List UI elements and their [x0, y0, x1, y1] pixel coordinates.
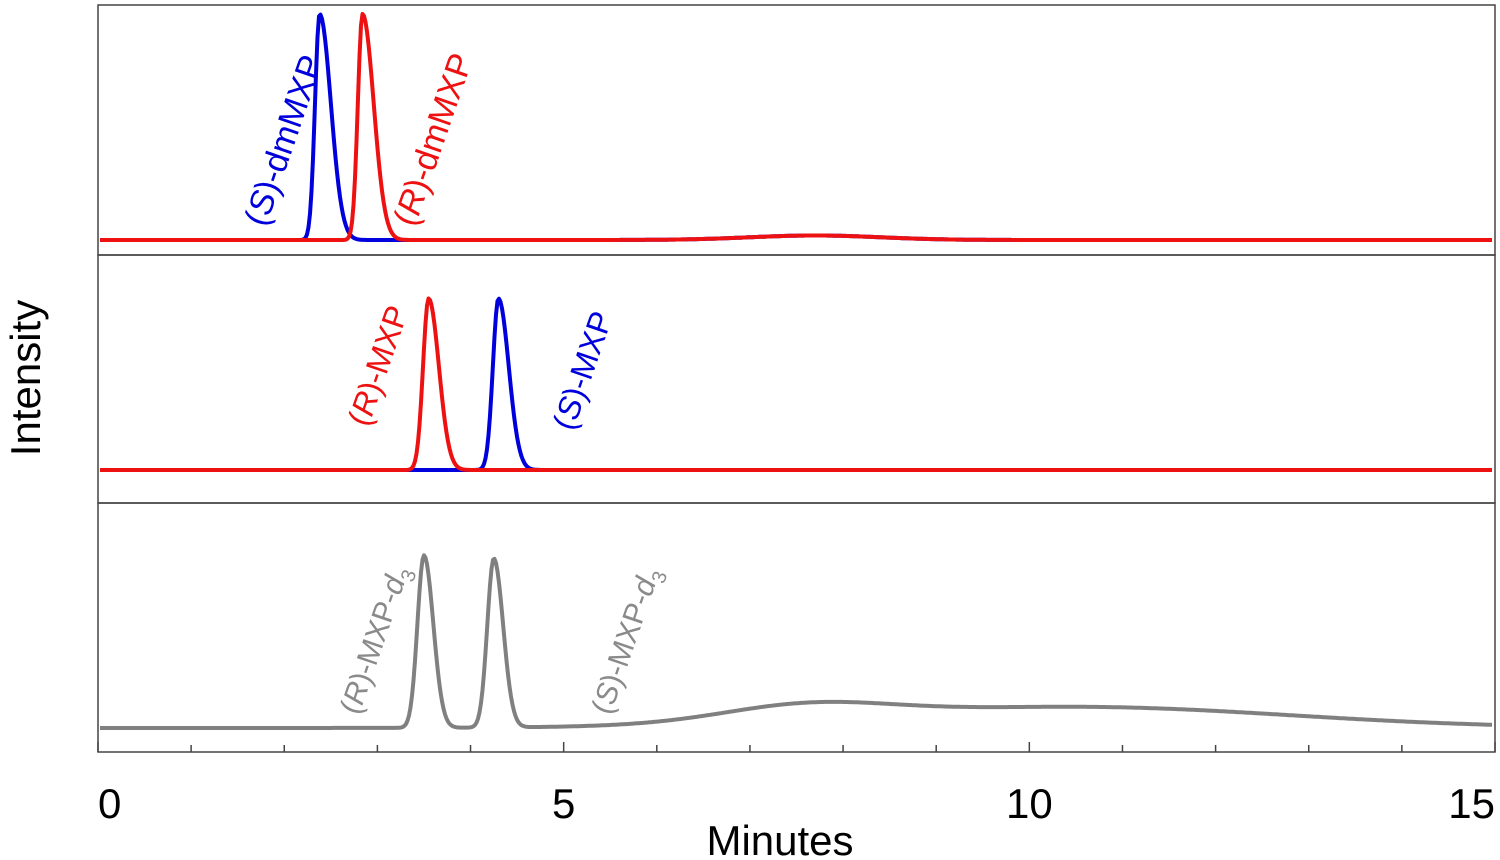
series-line-dmmxp-1: [99, 12, 1493, 242]
panel-mxp-d3: (R)-MXP-d3 (S)-MXP-d3: [97, 502, 1496, 753]
x-tick-label: 15: [1448, 780, 1495, 827]
peak-label-mxp-0: (R)-MXP: [341, 301, 416, 430]
series-line-mxp-1: [99, 296, 1493, 472]
peak-label-mxp-1: (S)-MXP: [546, 307, 620, 435]
panels: (S)-dmMXP (R)-dmMXP (R)-MXP (S)-MXP (R)-MXP-…: [97, 4, 1496, 753]
peak-label-mxp-d3-1: (S)-MXP-d3: [586, 563, 673, 720]
peak-label-dmmxp-1: (R)-dmMXP: [386, 49, 480, 231]
peak-label-mxp-d3-0: (R)-MXP-d3: [334, 561, 421, 720]
panel-frame: [97, 502, 1496, 753]
peak-label-dmmxp-0: (S)-dmMXP: [237, 50, 331, 230]
series-line-mxp-d3-0: [99, 553, 1493, 730]
x-tick-label: 5: [552, 780, 575, 827]
panel-dmmxp: (S)-dmMXP (R)-dmMXP: [97, 4, 1496, 256]
x-axis-label: Minutes: [706, 817, 853, 860]
x-tick-label: 10: [1006, 780, 1053, 827]
panel-mxp: (R)-MXP (S)-MXP: [97, 254, 1496, 504]
panel-frame: [97, 254, 1496, 504]
y-axis-label: Intensity: [2, 300, 49, 456]
series-line-dmmxp-0: [99, 12, 1493, 242]
x-tick-label: 0: [98, 780, 121, 827]
series-line-mxp-0: [99, 296, 1493, 472]
x-axis: 0 5 10 15: [97, 742, 1496, 827]
